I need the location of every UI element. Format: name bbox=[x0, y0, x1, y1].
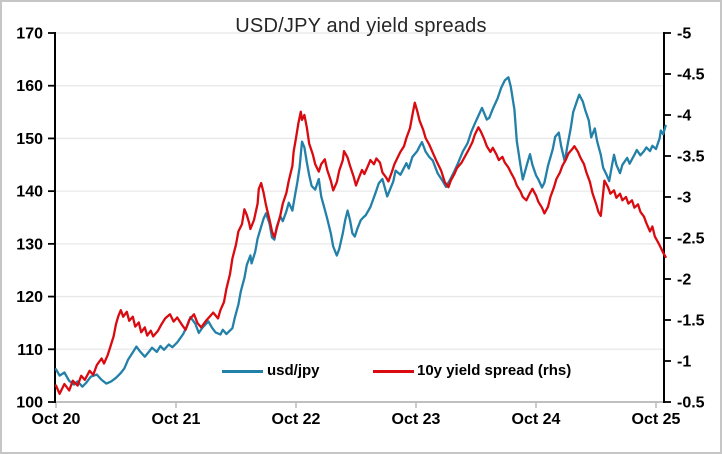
y-right-tick-label: -0.5 bbox=[677, 395, 705, 412]
y-right-tick-label: -4 bbox=[677, 108, 691, 125]
y-right-tick-label: -5 bbox=[677, 26, 691, 43]
x-tick-label: Oct 22 bbox=[272, 411, 321, 428]
x-tick-label: Oct 23 bbox=[392, 411, 441, 428]
y-left-tick-label: 170 bbox=[16, 26, 43, 43]
y-right-tick-label: -4.5 bbox=[677, 67, 705, 84]
y-left-tick-label: 140 bbox=[16, 184, 43, 201]
legend-swatch-usdjpy bbox=[222, 370, 263, 373]
y-left-tick-label: 150 bbox=[16, 131, 43, 148]
y-left-tick-label: 130 bbox=[16, 236, 43, 253]
y-right-tick-label: -2.5 bbox=[677, 231, 705, 248]
spread-line bbox=[54, 101, 667, 395]
legend-swatch-spread bbox=[373, 370, 414, 373]
legend-label-spread: 10y yield spread (rhs) bbox=[417, 362, 572, 379]
x-tick-label: Oct 25 bbox=[632, 411, 681, 428]
y-right-tick-label: -1.5 bbox=[677, 313, 705, 330]
y-left-tick-label: 120 bbox=[16, 289, 43, 306]
legend-label-usdjpy: usd/jpy bbox=[267, 362, 320, 379]
usdjpy-line bbox=[54, 76, 667, 388]
chart-title: USD/JPY and yield spreads bbox=[235, 15, 487, 37]
x-tick-label: Oct 20 bbox=[32, 411, 81, 428]
y-right-tick-label: -2 bbox=[677, 272, 691, 289]
y-left-tick-label: 160 bbox=[16, 78, 43, 95]
y-left-tick-label: 110 bbox=[17, 342, 43, 359]
x-tick-label: Oct 21 bbox=[152, 411, 201, 428]
y-right-tick-label: -3.5 bbox=[677, 149, 705, 166]
x-tick-label: Oct 24 bbox=[512, 411, 561, 428]
y-right-tick-label: -3 bbox=[677, 190, 691, 207]
y-left-tick-label: 100 bbox=[16, 395, 43, 412]
y-right-tick-label: -1 bbox=[677, 354, 691, 371]
